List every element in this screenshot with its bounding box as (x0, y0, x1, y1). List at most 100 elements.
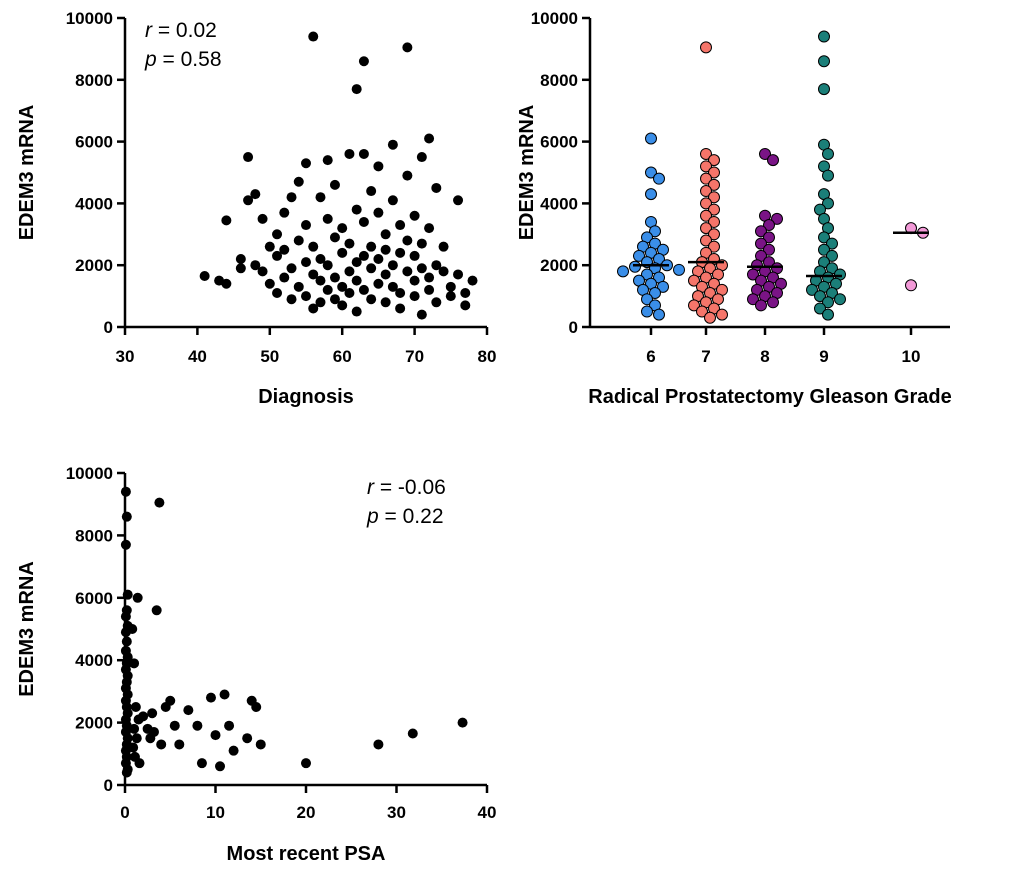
data-point (308, 241, 319, 252)
data-point (409, 210, 420, 221)
data-point (243, 195, 254, 206)
data-point (653, 308, 665, 321)
data-point (138, 711, 149, 722)
y-tick-label: 8000 (75, 526, 113, 545)
data-point (337, 223, 348, 234)
data-point (416, 263, 427, 274)
data-point (424, 133, 435, 144)
data-point (424, 272, 435, 283)
x-tick-label: 30 (387, 803, 406, 822)
data-point (219, 689, 230, 700)
data-point (344, 238, 355, 249)
data-point (822, 296, 834, 309)
data-point (759, 147, 771, 160)
data-point (308, 303, 319, 314)
data-point (380, 269, 391, 280)
data-point (395, 288, 406, 299)
data-point (358, 284, 369, 295)
data-point (120, 539, 131, 550)
data-point (301, 291, 311, 302)
data-point (131, 733, 142, 744)
data-point (301, 257, 311, 268)
data-point (633, 249, 645, 262)
x-tick-label: 50 (260, 347, 279, 366)
y-tick-label: 10000 (531, 9, 578, 28)
data-point (358, 56, 369, 67)
data-point (641, 293, 653, 306)
stat-p-line: p = 0.22 (366, 505, 444, 528)
data-point (708, 166, 720, 179)
data-point (221, 278, 232, 289)
data-point (147, 708, 158, 719)
data-point (708, 203, 720, 216)
stat-r-line: r = -0.06 (367, 476, 446, 499)
data-point (128, 742, 139, 753)
x-tick-label: 10 (206, 803, 225, 822)
data-point (121, 767, 132, 778)
data-point (407, 728, 418, 739)
data-point (272, 250, 283, 261)
data-point (629, 260, 641, 273)
data-point (905, 279, 917, 292)
data-point (255, 739, 266, 750)
data-point (700, 160, 712, 173)
data-point (329, 272, 340, 283)
data-point (641, 305, 653, 318)
y-tick-label: 0 (104, 318, 113, 337)
data-point (322, 260, 333, 271)
data-point (416, 309, 427, 320)
x-tick-label: 10 (902, 347, 921, 366)
stat-p-line: p = 0.58 (144, 48, 222, 71)
data-point (814, 290, 826, 303)
data-point (395, 303, 406, 314)
data-point (235, 254, 246, 265)
y-tick-label: 4000 (75, 651, 113, 670)
data-point (243, 152, 254, 163)
data-point (373, 161, 384, 172)
data-point (645, 188, 657, 201)
data-point (130, 702, 141, 712)
data-point (308, 31, 319, 42)
data-point (156, 739, 167, 750)
data-point (763, 219, 775, 232)
data-point (395, 220, 406, 231)
data-point (818, 30, 830, 43)
data-point (293, 281, 304, 292)
data-point (174, 739, 185, 750)
data-point (617, 265, 629, 278)
data-point (132, 592, 143, 603)
data-point (286, 192, 297, 203)
data-point (380, 229, 391, 240)
x-tick-label: 70 (405, 347, 424, 366)
data-point (763, 231, 775, 244)
data-point (308, 269, 319, 280)
data-point (438, 241, 449, 252)
data-point (322, 284, 333, 295)
data-point (457, 717, 468, 728)
data-point (826, 249, 838, 262)
data-point (657, 280, 669, 293)
data-point (121, 636, 132, 647)
data-point (822, 169, 834, 182)
y-tick-label: 0 (104, 776, 113, 795)
data-point (700, 209, 712, 222)
data-point (351, 204, 362, 215)
data-point (322, 155, 333, 166)
data-point (215, 761, 226, 772)
data-point (704, 311, 716, 324)
data-point (716, 308, 728, 321)
data-point (122, 589, 133, 600)
y-tick-label: 4000 (540, 194, 578, 213)
y-tick-label: 6000 (75, 133, 113, 152)
data-point (183, 705, 194, 716)
data-point (279, 244, 290, 255)
data-point (358, 250, 369, 261)
data-point (688, 299, 700, 312)
data-point (416, 238, 427, 249)
data-point (129, 658, 140, 669)
data-point (708, 240, 720, 253)
data-point (205, 692, 216, 703)
x-tick-label: 8 (760, 347, 769, 366)
data-point (257, 266, 268, 277)
